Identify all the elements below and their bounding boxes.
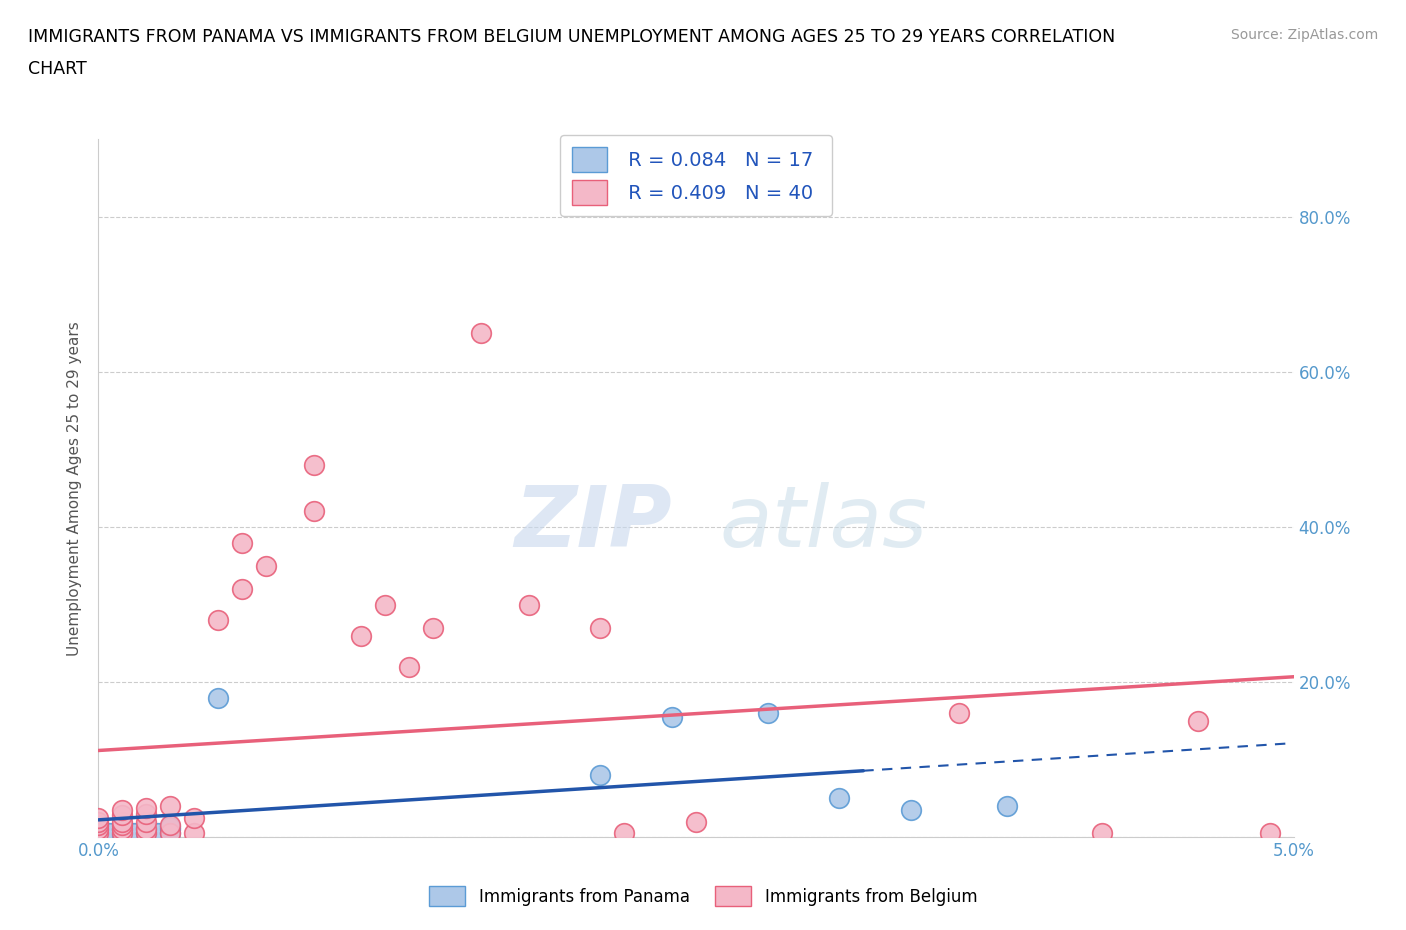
Point bbox=[87, 822, 110, 837]
Point bbox=[589, 620, 612, 635]
Point bbox=[135, 814, 157, 829]
Y-axis label: Unemployment Among Ages 25 to 29 years: Unemployment Among Ages 25 to 29 years bbox=[67, 321, 83, 656]
Point bbox=[111, 822, 134, 837]
Point bbox=[87, 818, 110, 833]
Point bbox=[398, 659, 420, 674]
Text: atlas: atlas bbox=[720, 482, 928, 565]
Point bbox=[948, 706, 970, 721]
Point bbox=[517, 597, 540, 612]
Point bbox=[995, 799, 1018, 814]
Point bbox=[828, 790, 851, 805]
Point bbox=[111, 826, 134, 841]
Point bbox=[207, 613, 229, 628]
Point bbox=[254, 558, 277, 573]
Text: IMMIGRANTS FROM PANAMA VS IMMIGRANTS FROM BELGIUM UNEMPLOYMENT AMONG AGES 25 TO : IMMIGRANTS FROM PANAMA VS IMMIGRANTS FRO… bbox=[28, 28, 1115, 46]
Point bbox=[124, 826, 146, 841]
Point bbox=[159, 818, 181, 833]
Point bbox=[87, 814, 110, 829]
Point bbox=[613, 826, 636, 841]
Legend:  R = 0.084   N = 17 ,  R = 0.409   N = 40 : R = 0.084 N = 17 , R = 0.409 N = 40 bbox=[560, 135, 832, 217]
Point bbox=[183, 826, 205, 841]
Point bbox=[1258, 826, 1281, 841]
Point bbox=[350, 628, 373, 643]
Text: Source: ZipAtlas.com: Source: ZipAtlas.com bbox=[1230, 28, 1378, 42]
Point bbox=[111, 808, 134, 823]
Point bbox=[159, 826, 181, 841]
Legend: Immigrants from Panama, Immigrants from Belgium: Immigrants from Panama, Immigrants from … bbox=[422, 880, 984, 912]
Point bbox=[159, 822, 181, 837]
Point bbox=[111, 818, 134, 833]
Point bbox=[231, 535, 253, 550]
Point bbox=[111, 803, 134, 817]
Point bbox=[470, 326, 492, 340]
Point bbox=[756, 706, 779, 721]
Point bbox=[207, 690, 229, 705]
Point bbox=[374, 597, 396, 612]
Point bbox=[302, 504, 325, 519]
Point bbox=[135, 806, 157, 821]
Point bbox=[302, 458, 325, 472]
Text: ZIP: ZIP bbox=[515, 482, 672, 565]
Point bbox=[661, 710, 683, 724]
Point bbox=[1091, 826, 1114, 841]
Point bbox=[900, 803, 922, 817]
Point bbox=[159, 819, 181, 834]
Text: CHART: CHART bbox=[28, 60, 87, 78]
Point bbox=[159, 799, 181, 814]
Point bbox=[100, 826, 122, 841]
Point bbox=[111, 828, 134, 843]
Point bbox=[135, 820, 157, 835]
Point bbox=[135, 800, 157, 815]
Point bbox=[135, 822, 157, 837]
Point bbox=[159, 826, 181, 841]
Point bbox=[685, 814, 707, 829]
Point bbox=[87, 810, 110, 825]
Point bbox=[111, 814, 134, 829]
Point bbox=[422, 620, 444, 635]
Point bbox=[148, 826, 170, 841]
Point bbox=[1187, 713, 1209, 728]
Point bbox=[135, 826, 157, 841]
Point bbox=[111, 822, 134, 837]
Point bbox=[87, 826, 110, 841]
Point bbox=[589, 767, 612, 782]
Point bbox=[183, 810, 205, 825]
Point bbox=[231, 581, 253, 596]
Point bbox=[135, 826, 157, 841]
